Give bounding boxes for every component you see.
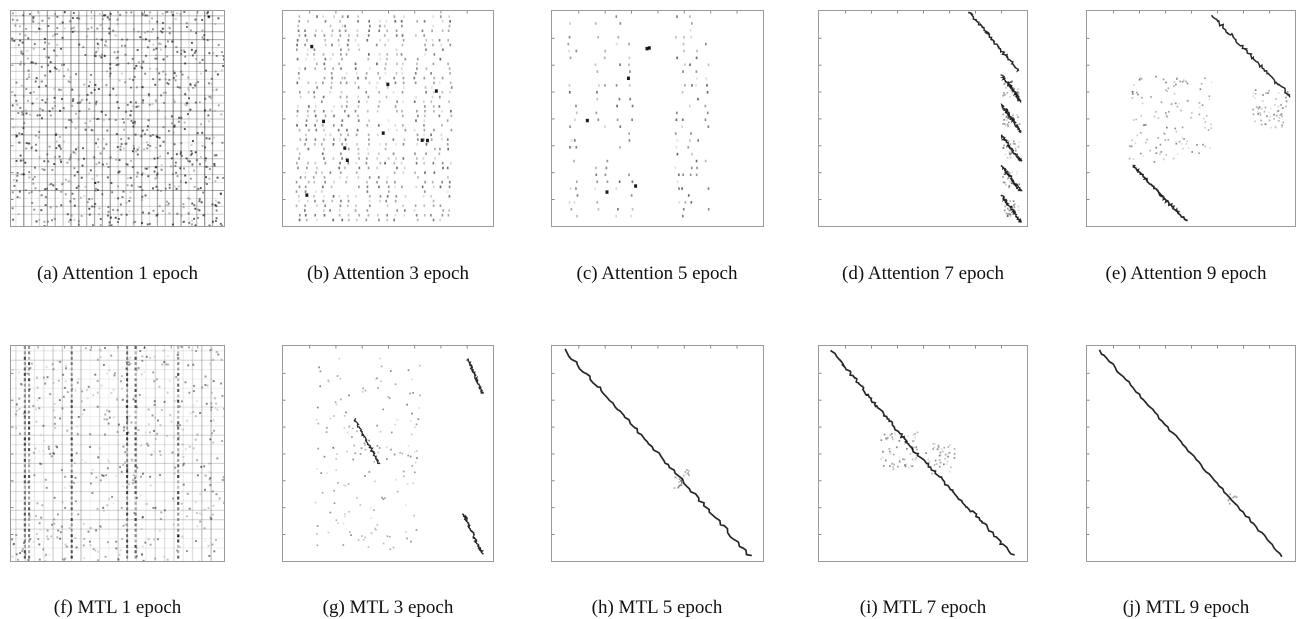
heatmap-b — [283, 11, 493, 226]
attention-plot-b — [282, 10, 494, 227]
caption-b: (b) Attention 3 epoch — [268, 263, 508, 285]
caption-g: (g) MTL 3 epoch — [268, 597, 508, 619]
attention-plot-a — [10, 10, 225, 227]
caption-a: (a) Attention 1 epoch — [0, 263, 235, 285]
attention-plot-d — [818, 10, 1028, 227]
attention-plot-g — [282, 345, 494, 562]
heatmap-a — [11, 11, 224, 226]
caption-j: (j) MTL 9 epoch — [1071, 597, 1301, 619]
heatmap-i — [819, 346, 1027, 561]
attention-plot-c — [551, 10, 764, 227]
attention-plot-j — [1086, 345, 1296, 562]
attention-plot-e — [1086, 10, 1296, 227]
caption-e: (e) Attention 9 epoch — [1071, 263, 1301, 285]
heatmap-h — [552, 346, 763, 561]
caption-f: (f) MTL 1 epoch — [0, 597, 235, 619]
attention-plot-i — [818, 345, 1028, 562]
caption-c: (c) Attention 5 epoch — [537, 263, 777, 285]
caption-h: (h) MTL 5 epoch — [537, 597, 777, 619]
heatmap-f — [11, 346, 224, 561]
caption-d: (d) Attention 7 epoch — [803, 263, 1043, 285]
heatmap-g — [283, 346, 493, 561]
heatmap-c — [552, 11, 763, 226]
heatmap-d — [819, 11, 1027, 226]
attention-plot-f — [10, 345, 225, 562]
heatmap-e — [1087, 11, 1295, 226]
caption-i: (i) MTL 7 epoch — [803, 597, 1043, 619]
attention-plot-h — [551, 345, 764, 562]
heatmap-j — [1087, 346, 1295, 561]
